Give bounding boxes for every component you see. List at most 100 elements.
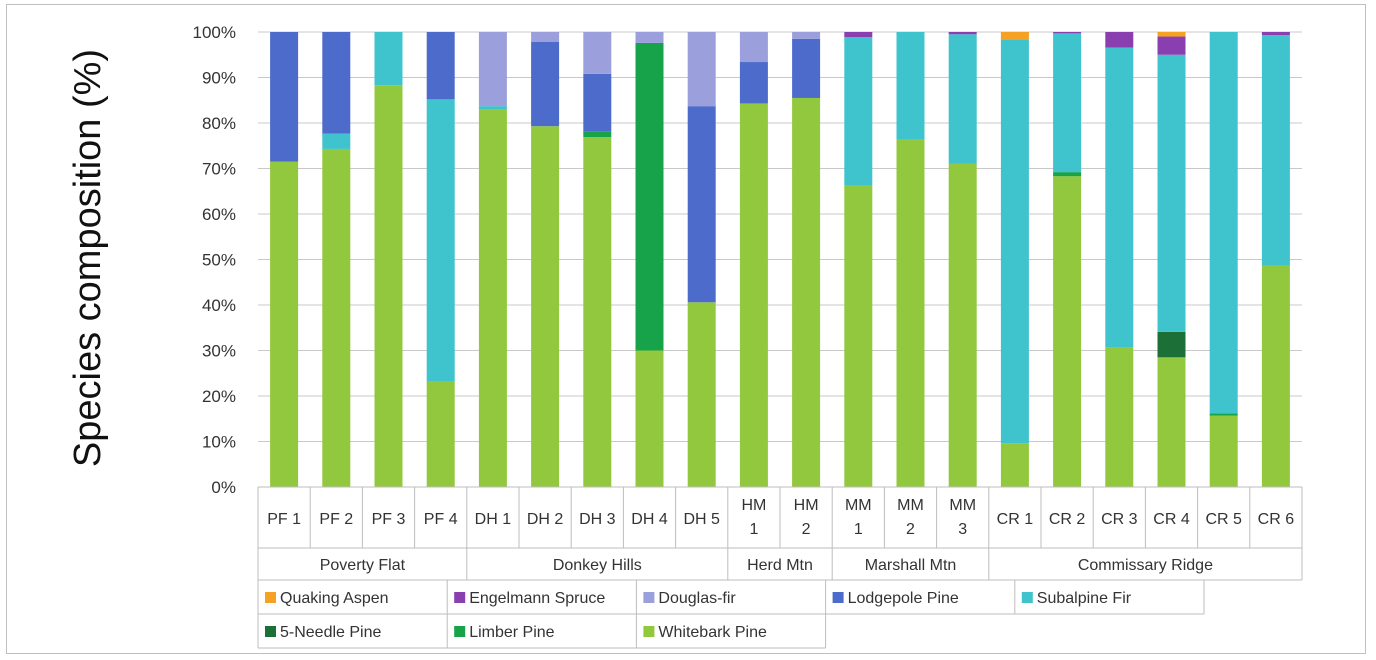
legend-label: Quaking Aspen [280, 590, 389, 607]
category-label-line: 1 [749, 521, 758, 538]
bar-segment-subalpine-fir [375, 32, 403, 85]
bar-segment-whitebark-pine [270, 162, 298, 487]
legend-swatch [833, 592, 844, 603]
legend-label: Engelmann Spruce [469, 590, 605, 607]
bar-segment-whitebark-pine [375, 85, 403, 487]
bar-segment-whitebark-pine [531, 126, 559, 487]
bar-segment-whitebark-pine [636, 351, 664, 488]
category-label: PF 3 [372, 511, 406, 528]
bar-segment-whitebark-pine [1001, 443, 1029, 487]
y-tick-label: 100% [193, 23, 236, 42]
legend: Quaking Aspen Engelmann Spruce Douglas-fir… [258, 580, 1204, 648]
gridlines [258, 32, 1302, 487]
legend-swatch [454, 626, 465, 637]
bar-segment-limber-pine [583, 131, 611, 137]
legend-label: Douglas-fir [658, 590, 736, 607]
bar-segment-engelmann-spruce [1053, 32, 1081, 33]
bar-segment-douglas-fir [531, 32, 559, 42]
bar-segment-whitebark-pine [897, 140, 925, 487]
bar-segment-subalpine-fir [479, 106, 507, 110]
group-label: Poverty Flat [320, 557, 406, 574]
category-label-line: MM [897, 497, 924, 514]
category-label-line: 1 [854, 521, 863, 538]
category-label-line: MM [949, 497, 976, 514]
bar-segment-lodgepole-pine [322, 32, 350, 133]
bar-segment-subalpine-fir [322, 133, 350, 148]
bar-segment-whitebark-pine [427, 381, 455, 487]
bar-segment-whitebark-pine [479, 110, 507, 487]
bar-segment-whitebark-pine [1262, 266, 1290, 487]
y-tick-label: 0% [211, 478, 236, 497]
legend-label: 5-Needle Pine [280, 624, 382, 641]
bar-segment-whitebark-pine [1053, 176, 1081, 487]
legend-swatch [1022, 592, 1033, 603]
x-axis-table: PF 1 PF 2 PF 3 PF 4 DH 1 DH 2 DH 3 DH 4 DH 5 HM 1 H… [258, 487, 1302, 580]
y-tick-label: 40% [202, 296, 236, 315]
category-label: PF 1 [267, 511, 301, 528]
y-tick-label: 70% [202, 160, 236, 179]
legend-label: Limber Pine [469, 624, 554, 641]
bar-segment-quaking-aspen [1001, 32, 1029, 39]
y-tick-label: 80% [202, 114, 236, 133]
bar-segment-whitebark-pine [949, 163, 977, 487]
category-label: MM 2 [897, 497, 924, 538]
bar-segment-whitebark-pine [740, 103, 768, 487]
category-label: DH 2 [527, 511, 564, 528]
bar-segment-subalpine-fir [1262, 35, 1290, 266]
category-label: DH 5 [683, 511, 720, 528]
bar-segment-limber-pine [1053, 172, 1081, 176]
category-label-line: HM [741, 497, 766, 514]
category-label: DH 1 [475, 511, 512, 528]
bar-segment-whitebark-pine [844, 186, 872, 487]
bar-segment-5-needle-pine [1158, 332, 1186, 357]
category-label-line: HM [794, 497, 819, 514]
legend-label: Subalpine Fir [1037, 590, 1132, 607]
bar-segment-whitebark-pine [1105, 348, 1133, 487]
category-label: PF 2 [319, 511, 353, 528]
bar-segment-engelmann-spruce [1158, 37, 1186, 55]
category-label: PF 4 [424, 511, 458, 528]
bar-segment-subalpine-fir [1210, 32, 1238, 413]
bar-segment-whitebark-pine [1158, 357, 1186, 487]
legend-label: Whitebark Pine [658, 624, 767, 641]
category-label: MM 3 [949, 497, 976, 538]
category-label-line: MM [845, 497, 872, 514]
bar-segment-engelmann-spruce [1262, 32, 1290, 35]
bar-segment-subalpine-fir [897, 32, 925, 140]
y-axis-ticks: 0% 10% 20% 30% 40% 50% 60% 70% 80% 90% 100% [193, 23, 236, 497]
bar-segment-lodgepole-pine [531, 42, 559, 126]
bar-segment-subalpine-fir [1158, 55, 1186, 332]
bar-segment-limber-pine [1210, 413, 1238, 415]
group-label: Herd Mtn [747, 557, 813, 574]
bar-segment-engelmann-spruce [949, 32, 977, 34]
y-tick-label: 50% [202, 251, 236, 270]
legend-swatch [643, 592, 654, 603]
y-axis-label: Species composition (%) [67, 49, 109, 467]
y-tick-label: 10% [202, 433, 236, 452]
category-label: DH 4 [631, 511, 668, 528]
bar-segment-lodgepole-pine [427, 32, 455, 99]
category-label: CR 3 [1101, 511, 1138, 528]
y-tick-label: 90% [202, 69, 236, 88]
category-label: CR 5 [1205, 511, 1242, 528]
bar-segment-douglas-fir [792, 32, 820, 39]
bar-segment-subalpine-fir [427, 99, 455, 381]
bar-segment-lodgepole-pine [583, 74, 611, 131]
category-label: DH 3 [579, 511, 616, 528]
bar-segment-whitebark-pine [322, 149, 350, 487]
group-label: Donkey Hills [553, 557, 642, 574]
category-label-line: 2 [802, 521, 811, 538]
bar-segment-subalpine-fir [1105, 47, 1133, 347]
category-label: CR 4 [1153, 511, 1190, 528]
bar-segment-douglas-fir [479, 32, 507, 106]
bar-segment-engelmann-spruce [1105, 32, 1133, 47]
category-label: CR 2 [1049, 511, 1086, 528]
bar-segment-douglas-fir [636, 32, 664, 43]
bar-segment-douglas-fir [688, 32, 716, 106]
category-label-line: 3 [958, 521, 967, 538]
bar-segment-whitebark-pine [792, 98, 820, 487]
category-label: CR 6 [1258, 511, 1295, 528]
bar-segment-lodgepole-pine [270, 32, 298, 162]
bar-segment-subalpine-fir [844, 37, 872, 186]
